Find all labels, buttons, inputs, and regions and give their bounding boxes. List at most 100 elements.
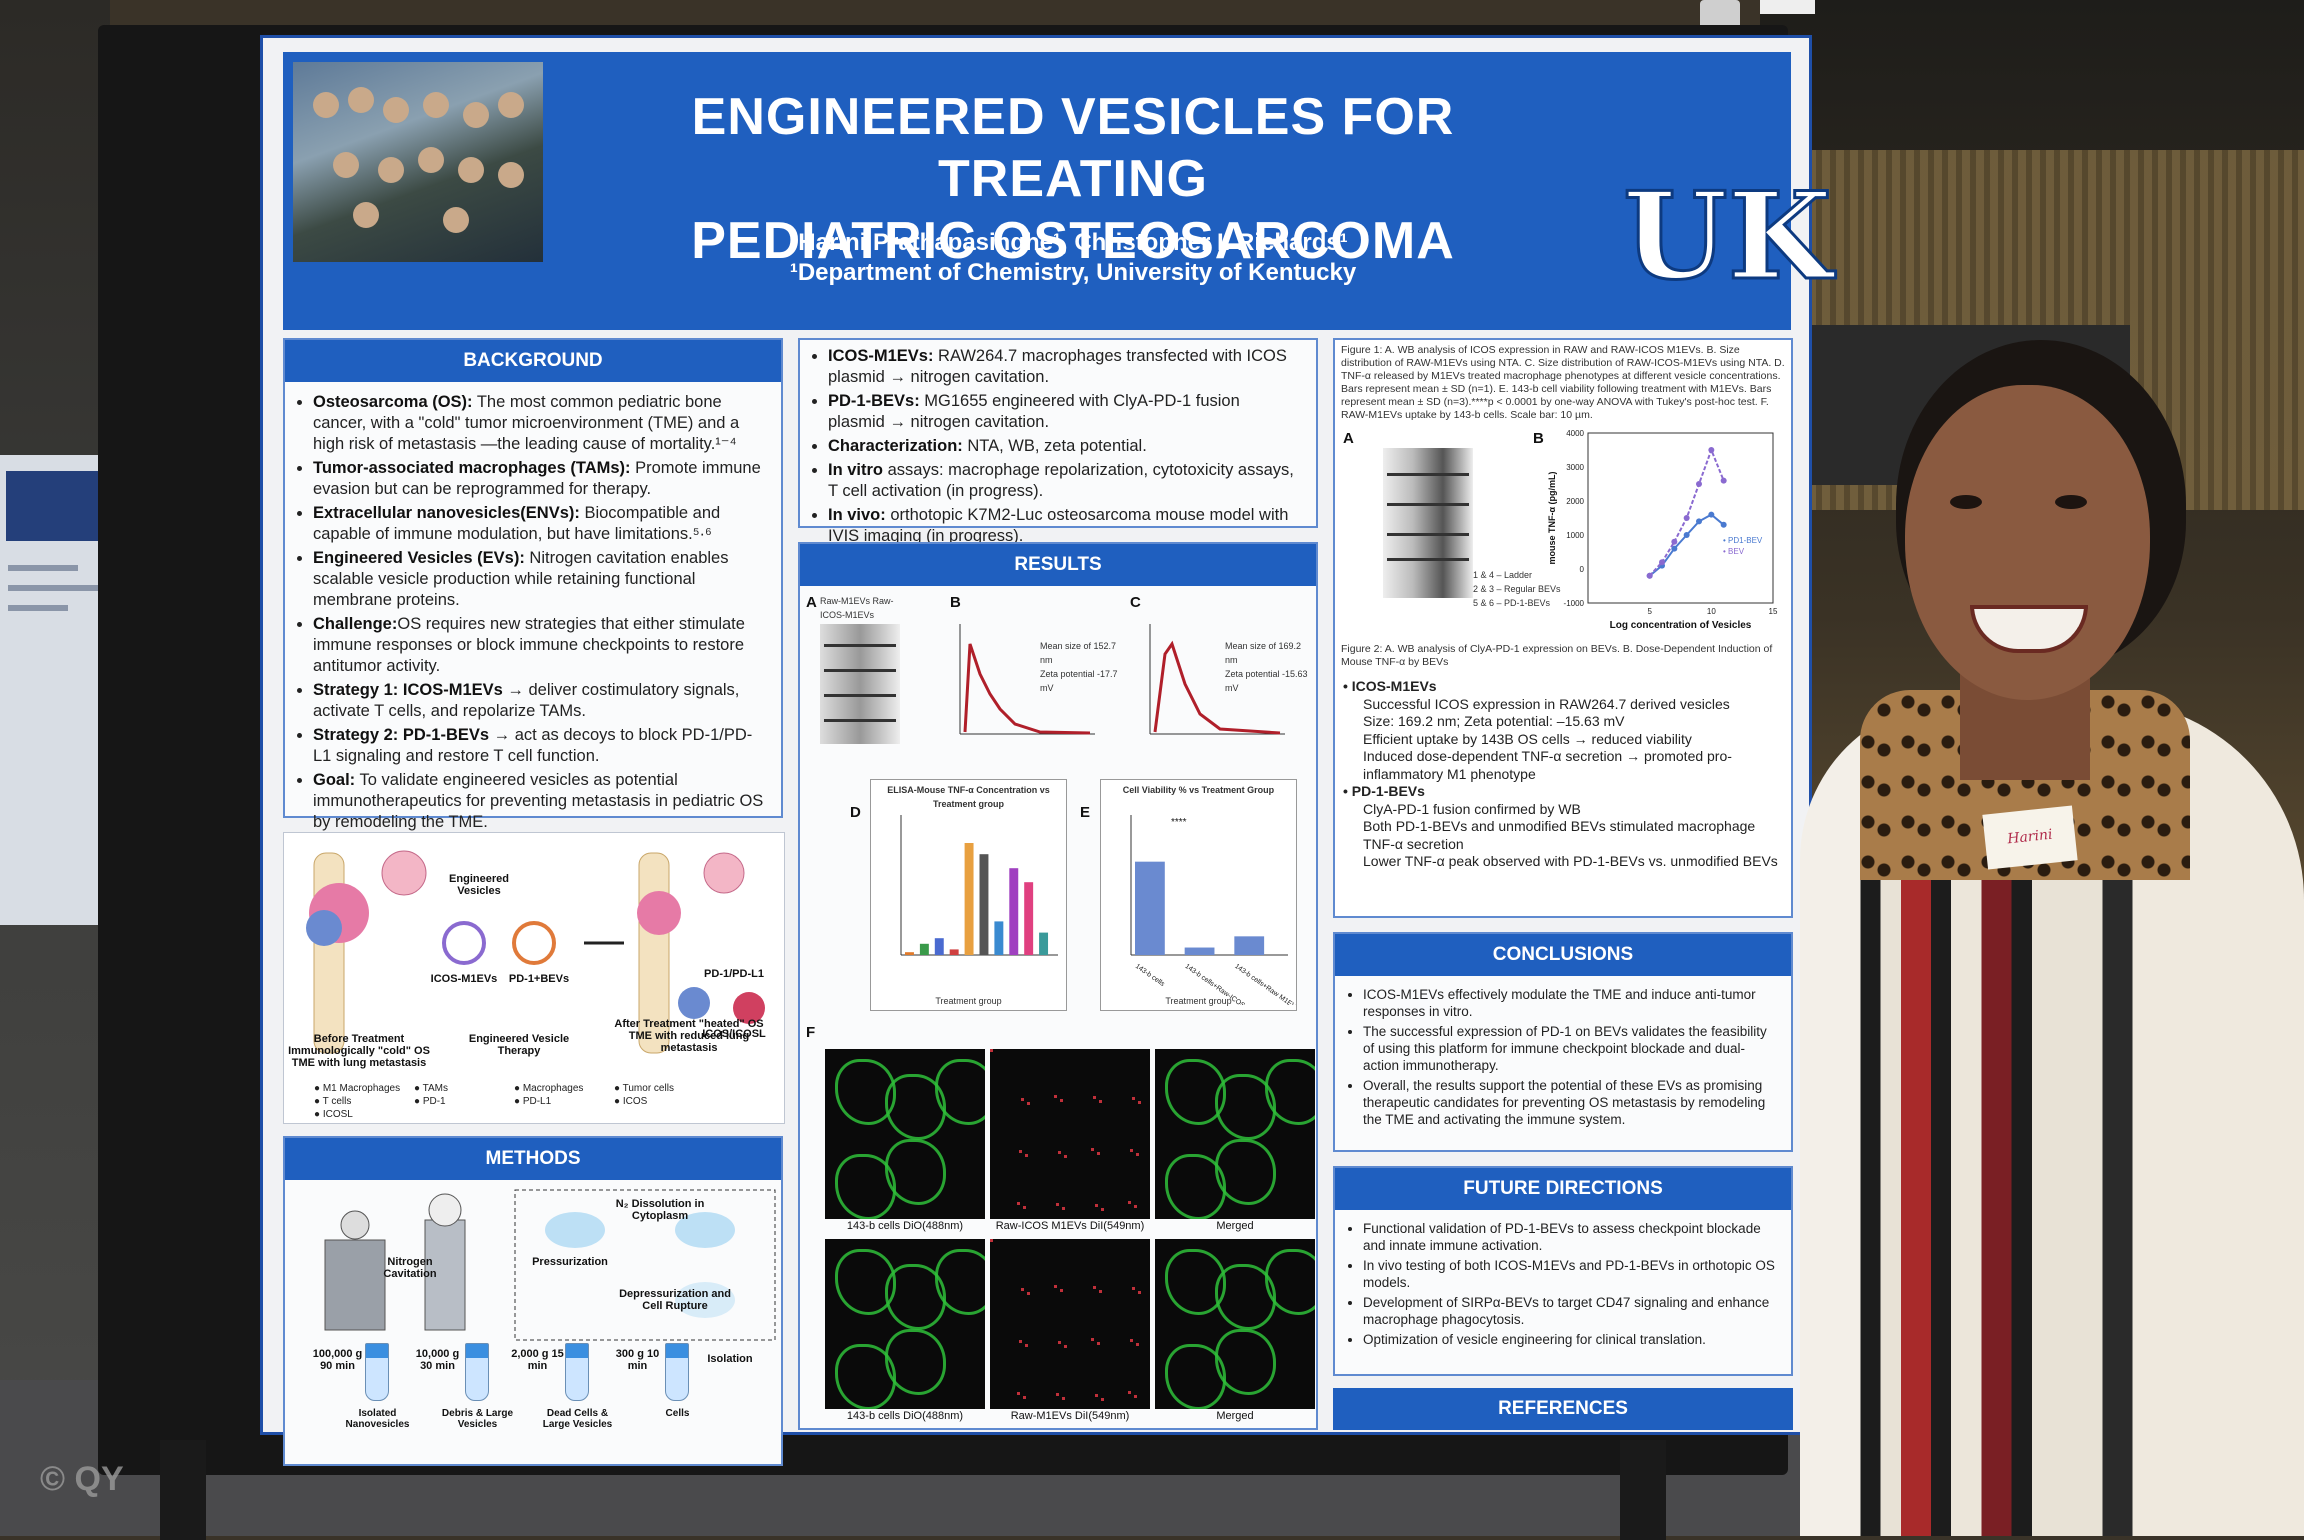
- tnf-dose-chart: -1000 0 1000 2000 3000 4000 5 10 15 • PD1-BEV • BE…: [1547, 429, 1778, 631]
- panel-c-label: C: [1130, 594, 1141, 611]
- title-line-1: ENGINEERED VESICLES FOR TREATING: [691, 88, 1455, 208]
- adjacent-poster-line: [8, 585, 98, 591]
- tick-label: 1000: [1566, 531, 1584, 540]
- tme-diagram-graphic: [306, 850, 765, 1054]
- list-item: Overall, the results support the potenti…: [1363, 1077, 1775, 1128]
- future-list: Functional validation of PD-1-BEVs to as…: [1335, 1210, 1791, 1361]
- adjacent-poster-line: [8, 565, 78, 571]
- microscopy-image: [1155, 1239, 1315, 1409]
- fig2-panel-a-label: A: [1343, 430, 1354, 447]
- microscopy-image: [825, 1239, 985, 1409]
- data-point: [1671, 545, 1678, 552]
- authors-block: Harini Prathapasinghe¹, Christopher I. R…: [573, 228, 1573, 288]
- item-term: ICOS-M1EVs:: [828, 347, 934, 365]
- item-term: Engineered Vesicles (EVs):: [313, 549, 525, 567]
- microscopy-image: [1155, 1049, 1315, 1219]
- item-text: assays: macrophage repolarization, cytot…: [828, 461, 1294, 500]
- x-axis-label: Log concentration of Vesicles: [1610, 620, 1752, 631]
- team-photo: [293, 62, 543, 262]
- microscopy-caption: Merged: [1216, 1220, 1254, 1232]
- data-point: [1708, 447, 1715, 453]
- legend-entry: ● ICOS: [614, 1096, 648, 1107]
- elisa-chart-title: ELISA-Mouse TNF-α Concentration vs Treat…: [887, 785, 1050, 809]
- panel-a-label: A: [806, 594, 817, 611]
- centrifuge-tube: [665, 1343, 689, 1401]
- bar: [1184, 947, 1215, 955]
- item-text: → deliver costimulatory signals, activat…: [313, 681, 740, 720]
- item-term: In vitro: [828, 461, 884, 479]
- panel-f-label: F: [806, 1024, 816, 1041]
- microscopy-caption: Raw-ICOS M1EVs DiI(549nm): [995, 1220, 1145, 1232]
- list-item: Challenge:OS requires new strategies tha…: [313, 614, 765, 677]
- microscopy-caption: Raw-M1EVs DiI(549nm): [1010, 1410, 1130, 1422]
- label-pressurization: Pressurization: [532, 1256, 608, 1268]
- finding-line: ClyA-PD-1 fusion confirmed by WB: [1363, 800, 1581, 817]
- name-tag: Harini: [1982, 805, 2078, 870]
- finding-line: Both PD-1-BEVs and unmodified BEVs stimu…: [1363, 818, 1756, 852]
- centrifuge-speed: 10,000 g 30 min: [415, 1348, 460, 1372]
- bar: [1009, 868, 1019, 955]
- item-text: OS requires new strategies that either s…: [313, 615, 745, 675]
- item-text: Nitrogen cavitation enables scalable ves…: [313, 549, 729, 609]
- centrifuge-product: Cells: [665, 1408, 690, 1419]
- legend-entry: • BEV: [1723, 547, 1745, 556]
- list-item: Functional validation of PD-1-BEVs to as…: [1363, 1220, 1775, 1254]
- item-text: Promote immune evasion but can be reprog…: [313, 459, 761, 498]
- label-after-treatment: After Treatment "heated" OS TME with red…: [614, 1018, 764, 1054]
- data-point: [1659, 559, 1665, 566]
- item-term: Extracellular nanovesicles(ENVs):: [313, 504, 580, 522]
- references-heading: REFERENCES: [1333, 1388, 1793, 1430]
- hanging-card: [1760, 0, 1815, 14]
- item-term: Challenge:: [313, 615, 398, 633]
- nta-b-text: Mean size of 152.7 nm Zeta potential -17…: [1040, 641, 1118, 693]
- tick-label: -1000: [1564, 599, 1585, 608]
- panel-d-label: D: [850, 804, 861, 821]
- list-item: ICOS-M1EVs effectively modulate the TME …: [1363, 986, 1775, 1020]
- centrifuge-speed: 100,000 g 90 min: [312, 1348, 363, 1372]
- list-item: In vitro assays: macrophage repolarizati…: [828, 460, 1300, 502]
- methods-heading: METHODS: [285, 1138, 781, 1180]
- poster-title: ENGINEERED VESICLES FOR TREATING PEDIATR…: [573, 86, 1573, 272]
- figures-findings-box: Figure 1: A. WB analysis of ICOS express…: [1333, 338, 1793, 918]
- data-point: [1646, 572, 1653, 579]
- methods-graphic: [324, 1189, 776, 1341]
- findings-list: • ICOS-M1EVs Successful ICOS expression i…: [1343, 678, 1783, 871]
- background-section: BACKGROUND Osteosarcoma (OS): The most c…: [283, 338, 783, 831]
- label-depressurization: Depressurization and Cell Rupture: [619, 1288, 731, 1312]
- column-left: BACKGROUND Osteosarcoma (OS): The most c…: [283, 338, 785, 1466]
- bar: [994, 921, 1004, 955]
- bar: [1039, 932, 1049, 955]
- label-icos-icosl: ICOS/ICOSL: [702, 1028, 766, 1040]
- western-blot-fig2: [1383, 448, 1473, 598]
- item-text: → act as decoys to block PD-1/PD-L1 sign…: [313, 726, 753, 765]
- legend-entry: ● PD-1: [414, 1096, 446, 1107]
- microscopy-image: [825, 1049, 985, 1219]
- item-term: Goal:: [313, 771, 356, 789]
- list-item: ICOS-M1EVs: RAW264.7 macrophages transfe…: [828, 346, 1300, 388]
- column-middle: ICOS-M1EVs: RAW264.7 macrophages transfe…: [798, 338, 1318, 1430]
- list-item: Engineered Vesicles (EVs): Nitrogen cavi…: [313, 548, 765, 611]
- bar: [919, 943, 929, 955]
- legend-entry: ● M1 Macrophages: [314, 1083, 401, 1094]
- item-term: Tumor-associated macrophages (TAMs):: [313, 459, 631, 477]
- centrifuge-tube: [365, 1343, 389, 1401]
- list-item: Strategy 1: ICOS-M1EVs → deliver costimu…: [313, 680, 765, 722]
- background-list: Osteosarcoma (OS): The most common pedia…: [285, 382, 781, 846]
- future-section: FUTURE DIRECTIONS Functional validation …: [1333, 1166, 1793, 1376]
- centrifuge-tube: [565, 1343, 589, 1401]
- wb-legend: 1 & 4 – Ladder 2 & 3 – Regular BEVs 5 & …: [1473, 570, 1561, 608]
- conclusions-heading: CONCLUSIONS: [1335, 934, 1791, 976]
- item-term: Characterization:: [828, 437, 963, 455]
- centrifuge-tube: [465, 1343, 489, 1401]
- tick-label: 0: [1580, 565, 1585, 574]
- item-term: PD-1-BEVs:: [828, 392, 920, 410]
- microscopy-image: [990, 1239, 1150, 1409]
- centrifuge-speed: 2,000 g 15 min: [511, 1348, 564, 1372]
- tick-label: 15: [1769, 607, 1778, 616]
- list-item: Characterization: NTA, WB, zeta potentia…: [828, 436, 1300, 457]
- centrifuge-product: Dead Cells & Large Vesicles: [542, 1408, 613, 1430]
- finding-heading: • ICOS-M1EVs: [1343, 678, 1437, 694]
- adjacent-poster-line: [8, 605, 68, 611]
- tick-label: 2000: [1566, 497, 1584, 506]
- label-icos-m1evs: ICOS-M1EVs: [430, 973, 498, 985]
